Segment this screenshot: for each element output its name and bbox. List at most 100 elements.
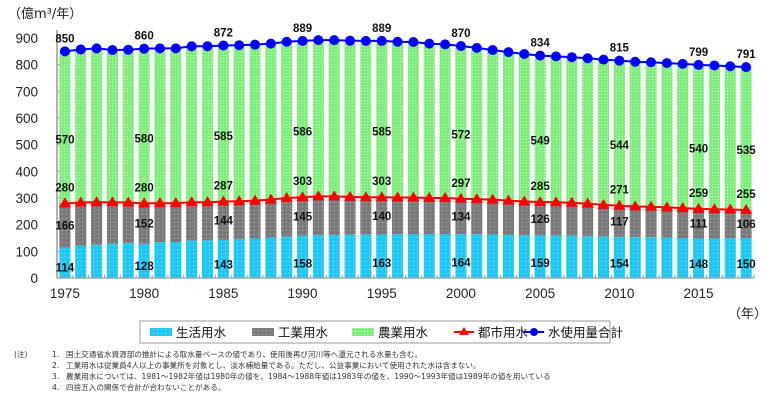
footnote-4: 4. 四捨五入の関係で合計が合わないことがある。 <box>14 382 754 393</box>
bar-industry <box>138 203 150 244</box>
bar-domestic <box>677 238 689 278</box>
bar-agri <box>265 43 277 200</box>
bar-agri <box>502 52 515 201</box>
point-total <box>535 50 546 61</box>
label-industry: 140 <box>372 211 391 223</box>
bar-agri <box>75 49 87 203</box>
x-tick-label: 1980 <box>129 286 159 301</box>
point-urban <box>439 192 452 202</box>
point-urban <box>296 191 309 202</box>
point-urban <box>375 191 388 202</box>
bar-agri <box>455 46 467 199</box>
bar-domestic <box>740 238 752 278</box>
bar-agri <box>597 59 610 205</box>
point-total <box>329 35 340 46</box>
bar-agri <box>186 46 198 203</box>
point-total <box>59 46 70 57</box>
bar-industry <box>550 202 562 236</box>
triangle-marker-icon <box>459 327 469 335</box>
y-unit-label: （億m³/年） <box>8 6 82 22</box>
point-total <box>424 38 435 49</box>
label-domestic: 148 <box>689 259 709 271</box>
bar-domestic <box>249 238 261 278</box>
bar-domestic <box>281 236 293 278</box>
label-total: 870 <box>451 28 470 40</box>
bar-agri <box>550 56 562 203</box>
bar-agri <box>439 44 451 199</box>
footnote-2: 2. 工業用水は従業員4人以上の事業所を対象とし、淡水補給量である。ただし、公益… <box>14 360 754 371</box>
bar-domestic <box>407 234 419 278</box>
bar-industry <box>344 196 356 235</box>
bar-domestic <box>91 244 103 278</box>
legend-item-urban[interactable]: 都市用水 <box>454 325 529 340</box>
point-urban <box>597 198 610 209</box>
legend-label-urban: 都市用水 <box>478 325 529 340</box>
legend-item-domestic[interactable]: 生活用水 <box>150 325 227 340</box>
bar-industry <box>201 202 214 241</box>
point-total <box>487 45 498 55</box>
label-domestic: 158 <box>293 258 313 270</box>
bar-industry <box>518 201 530 236</box>
legend-item-industry[interactable]: 工業用水 <box>252 325 329 340</box>
label-urban: 303 <box>293 176 312 188</box>
point-urban <box>502 194 515 205</box>
bar-industry <box>106 202 118 244</box>
footnote-text: 国土交通省水資源部の推計による取水量ベースの値であり、使用後再び河川等へ還元され… <box>66 350 422 359</box>
point-total <box>566 52 577 63</box>
bar-domestic <box>344 234 356 278</box>
footnote-number: 4. <box>52 383 60 392</box>
legend-swatch-agri <box>352 328 374 336</box>
point-urban <box>169 197 182 208</box>
legend-item-total[interactable]: 水使用量合計 <box>524 325 623 340</box>
bar-domestic <box>645 237 657 278</box>
label-domestic: 164 <box>451 258 471 270</box>
label-industry: 145 <box>293 212 313 224</box>
x-unit-label: （年） <box>728 307 767 322</box>
label-total: 834 <box>531 38 551 50</box>
bar-domestic <box>328 235 340 278</box>
bar-agri <box>645 62 657 207</box>
footnote-number: 2. <box>52 361 60 370</box>
label-industry: 106 <box>736 219 755 231</box>
point-total <box>503 47 514 58</box>
label-agri: 544 <box>610 140 630 152</box>
x-tick-label: 1985 <box>208 286 238 301</box>
point-urban <box>534 196 547 206</box>
point-total <box>202 41 213 52</box>
y-tick-label: 800 <box>15 58 38 73</box>
bar-domestic <box>597 236 610 278</box>
point-total <box>614 55 625 66</box>
label-industry: 126 <box>531 214 550 226</box>
point-total <box>582 53 593 64</box>
point-total <box>107 45 118 55</box>
bar-agri <box>154 48 166 204</box>
y-tick-label: 100 <box>15 244 38 259</box>
bar-industry <box>708 209 720 239</box>
footnote-3: 3. 農業用水については、1981～1982年値は1980年の値を、1984～1… <box>14 371 754 382</box>
bar-agri <box>629 61 641 207</box>
label-agri: 585 <box>214 131 234 143</box>
point-urban <box>423 192 436 202</box>
bar-domestic <box>106 243 118 278</box>
bar-industry <box>534 202 546 236</box>
footnote-prefix: (注) <box>14 350 28 359</box>
label-urban: 287 <box>214 180 233 192</box>
bar-domestic <box>75 245 87 278</box>
point-total <box>392 36 403 47</box>
bar-industry <box>423 198 435 234</box>
point-urban <box>312 190 325 201</box>
footnote-1: (注) 1. 国土交通省水資源部の推計による取水量ベースの値であり、使用後再び河… <box>14 349 754 360</box>
y-tick-label: 600 <box>15 111 38 126</box>
bar-industry <box>502 200 515 236</box>
y-tick-label: 700 <box>15 84 38 99</box>
bar-domestic <box>233 239 245 278</box>
label-urban: 280 <box>55 182 74 194</box>
bar-industry <box>265 199 277 238</box>
point-total <box>91 43 102 54</box>
bar-industry <box>693 208 705 239</box>
legend-item-agri[interactable]: 農業用水 <box>352 325 429 340</box>
bar-industry <box>439 198 451 234</box>
bar-domestic <box>661 237 673 278</box>
point-total <box>154 43 165 54</box>
point-total <box>598 54 609 65</box>
